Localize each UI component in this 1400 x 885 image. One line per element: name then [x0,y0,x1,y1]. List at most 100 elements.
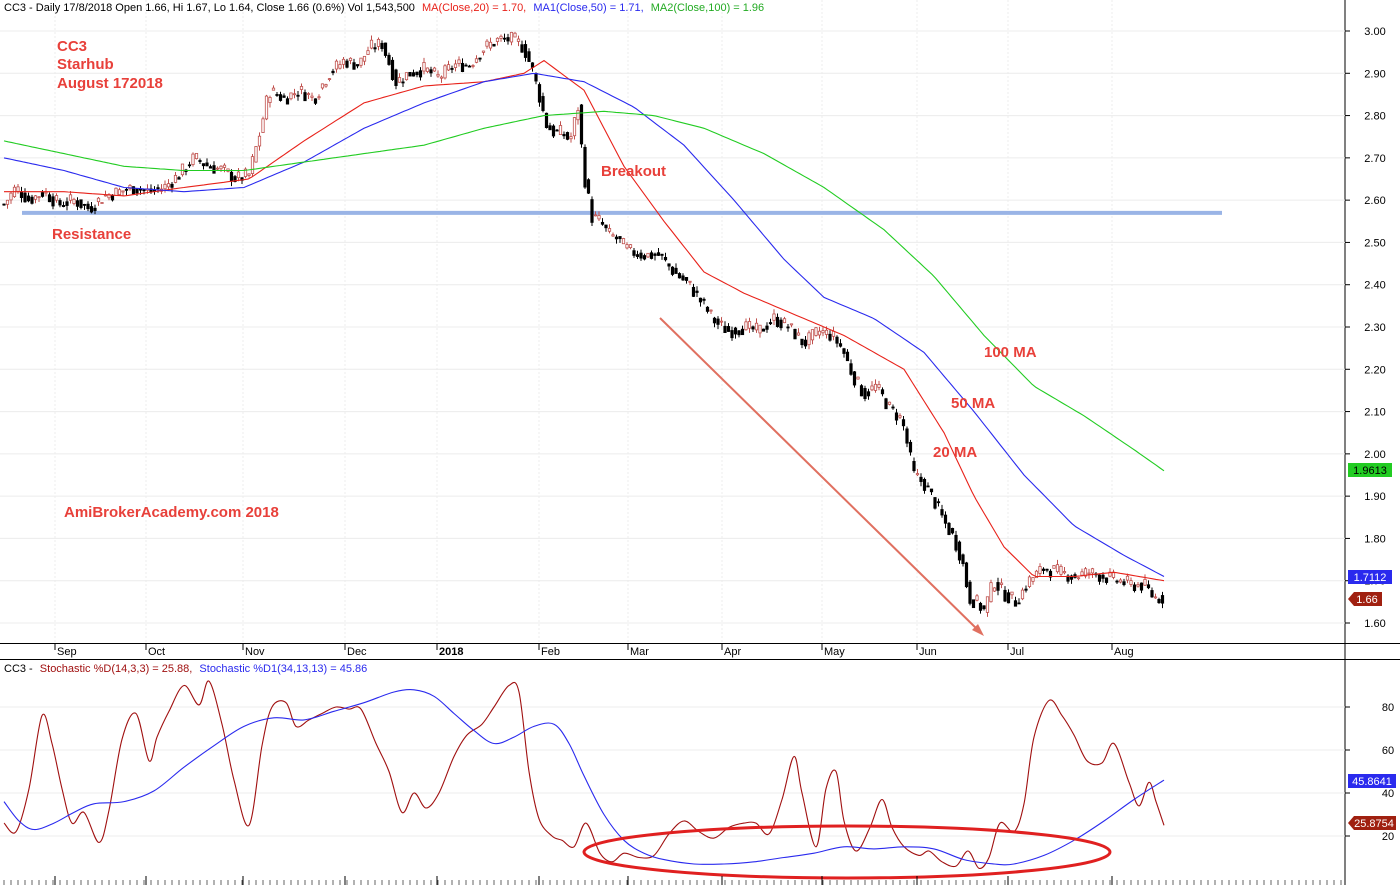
candle-body [642,255,647,260]
candle-body [422,62,426,72]
month-tick-label: Nov [245,646,265,658]
candle-body [625,244,629,249]
candle-body [1090,568,1095,574]
candle-body [54,195,59,201]
candle-body [317,96,321,99]
candle-body [65,201,69,206]
candle-body [611,234,615,237]
price-y-tick-label: 2.60 [1364,195,1385,207]
candle-body [562,134,566,137]
candle-body [1048,570,1053,578]
stoch-y-tick-label: 80 [1382,702,1394,714]
candle-body [702,298,706,301]
candle-body [383,42,388,56]
candle-body [754,322,759,331]
candle-body [355,64,360,67]
candle-body [1010,591,1014,596]
candle-body [1031,577,1035,582]
candle-body [933,497,937,509]
month-tick-label: Sep [57,646,77,658]
candle-body [845,351,850,362]
price-y-tick-label: 2.80 [1364,111,1385,123]
candle-body [842,348,846,354]
candle-body [369,39,374,49]
price-y-axis-ticks: 3.00 2.90 2.80 2.70 2.60 2.50 2.40 2.30 2.20 2.10… [1345,26,1386,630]
candle-body [709,309,713,312]
candle-body [250,156,255,174]
oversold-ellipse [582,824,1112,880]
candle-body [649,252,654,259]
candle-body [30,196,34,204]
candle-body [817,330,822,336]
candle-body [954,534,958,551]
price-y-tick-label: 2.70 [1364,153,1385,165]
candle-body [1143,578,1147,586]
candle-body [457,59,461,64]
candle-body [943,514,948,524]
candle-body [61,205,66,207]
candle-body [135,188,139,194]
candle-body [506,37,510,42]
candle-body [278,94,283,101]
tag-ma100-text: 1.9613 [1353,465,1387,477]
candle-body [205,162,209,167]
candle-body [425,67,430,72]
price-y-tick-label: 2.00 [1364,449,1385,461]
month-tick-label: Oct [148,646,165,658]
candle-body [166,183,171,188]
candle-body [800,338,804,346]
candle-body [838,343,843,347]
candle-body [996,582,1000,591]
candle-body [453,63,458,68]
candle-body [338,64,342,69]
candle-body [156,187,160,190]
candle-body [1006,592,1011,604]
stoch-lines [3,680,1165,869]
stoch-d1-line [3,688,1165,866]
annotation-date: August 172018 [57,75,163,92]
candle-body [460,62,465,72]
downtrend-arrow-head [972,624,984,636]
candle-body [306,93,311,96]
price-y-tick-label: 2.90 [1364,68,1385,80]
candle-body [1101,574,1105,579]
candle-body [849,363,853,375]
price-y-tick-label: 2.40 [1364,280,1385,292]
candle-body [870,385,874,391]
candle-body [1083,568,1088,577]
candle-body [37,196,41,199]
candle-body [271,87,276,91]
month-tick-label: Dec [347,646,367,658]
candle-body [782,318,787,324]
candle-body [656,252,661,256]
candle-body [1003,589,1007,602]
price-y-tick-label: 2.30 [1364,322,1385,334]
stoch-y-tick-label: 40 [1382,788,1394,800]
candle-body [401,81,405,84]
candle-body [1129,580,1133,585]
candle-body [1160,595,1165,604]
candle-body [488,41,493,49]
candle-body [1153,596,1158,599]
ma50-line [3,73,1165,577]
stoch-header-d: Stochastic %D(14,3,3) = 25.88, [40,663,193,675]
candle-body [33,195,38,200]
price-y-tick-label: 1.90 [1364,491,1385,503]
candle-body [590,199,594,223]
candle-body [208,166,213,169]
candle-body [177,177,181,180]
candle-body [618,236,622,240]
candle-body [569,136,573,140]
candle-body [467,65,472,68]
candle-body [502,37,507,40]
candle-body [233,176,237,183]
ma100-line [3,110,1165,472]
candle-body [558,125,563,136]
candle-body [891,406,895,409]
horizontal-gridlines [0,30,1345,624]
candle-body [1150,590,1154,598]
candle-body [621,238,626,245]
candle-body [387,54,391,65]
tag-ma50: 1.7112 [1348,570,1392,584]
